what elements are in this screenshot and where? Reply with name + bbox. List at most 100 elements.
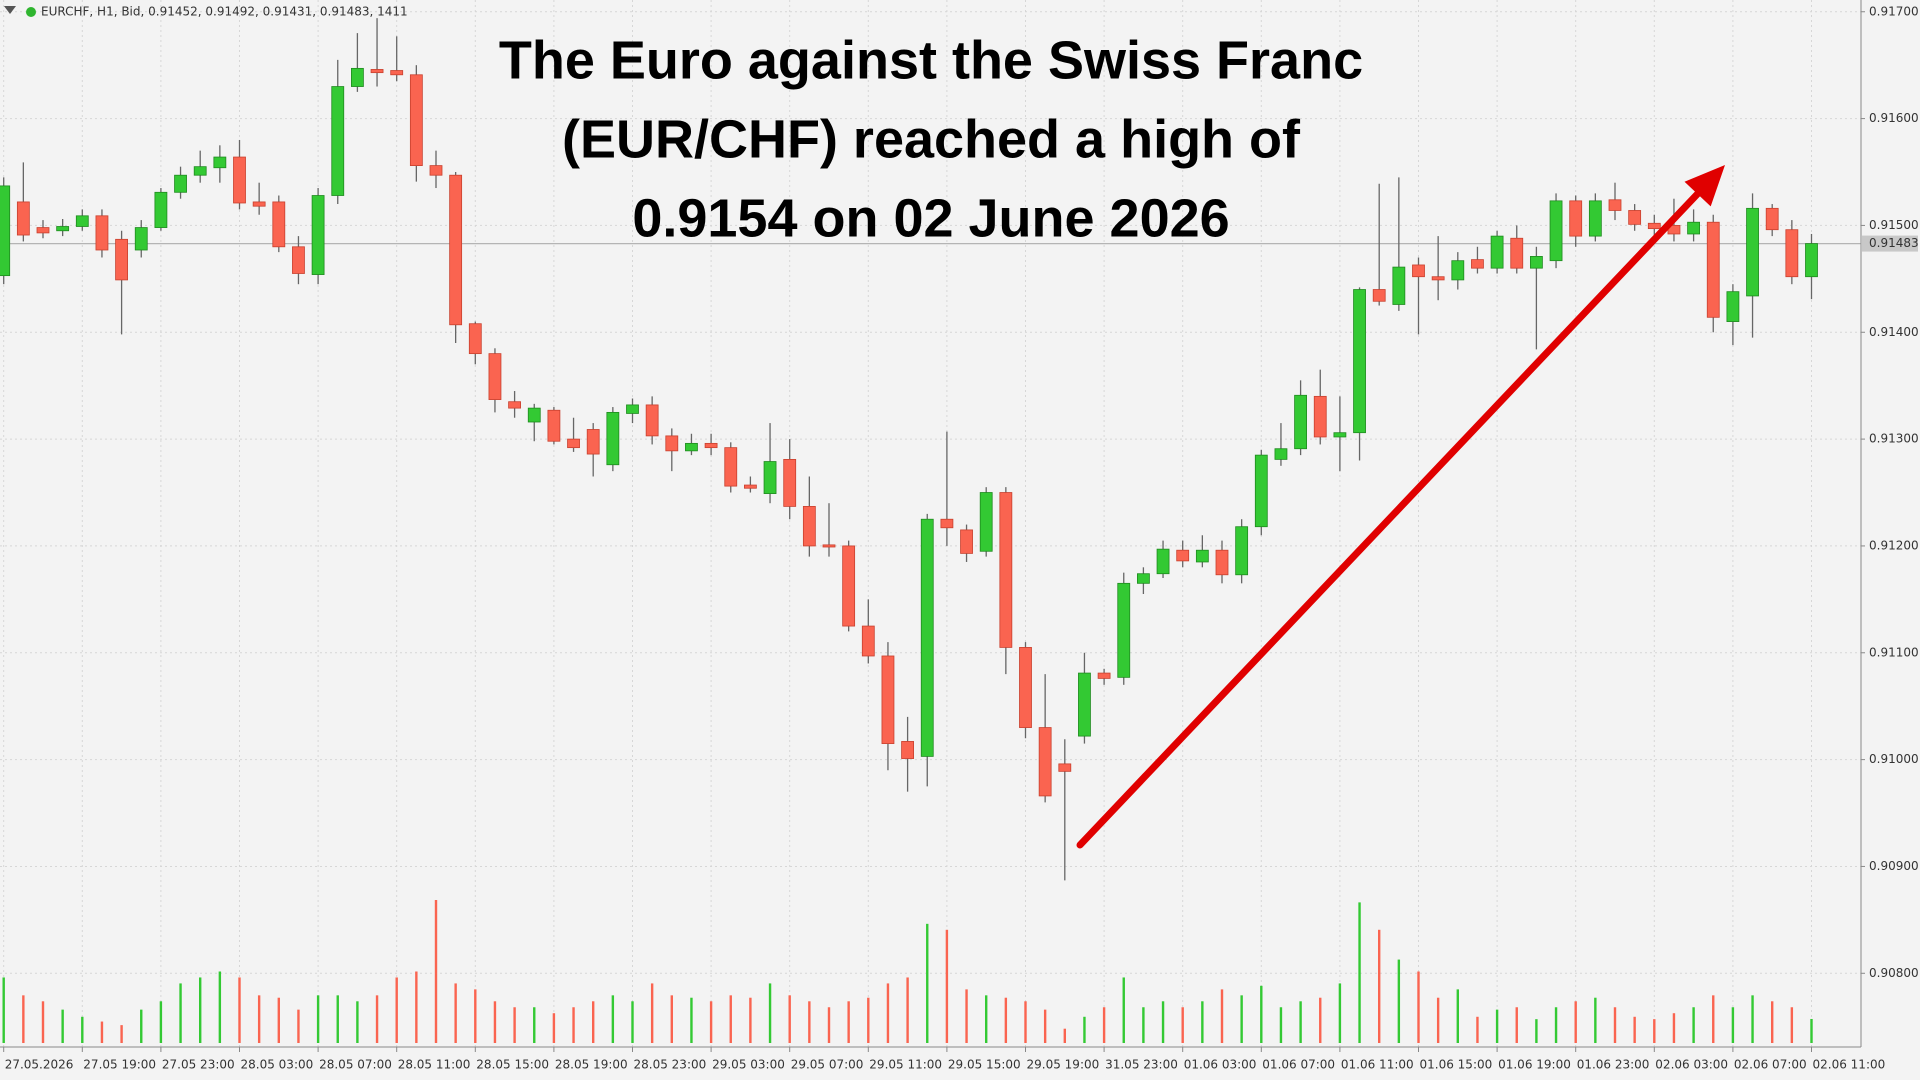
candle-body [1490, 235, 1504, 269]
candle-body [802, 506, 816, 547]
volume-bar [1142, 1007, 1145, 1043]
x-tick-label: 28.05 23:00 [634, 1058, 707, 1072]
volume-bar [1004, 997, 1008, 1043]
volume-bar [513, 1007, 516, 1043]
candle-body [1510, 237, 1524, 269]
x-tick-label: 27.05.2026 [5, 1058, 74, 1072]
candle-layer [0, 18, 1818, 881]
volume-bar [81, 1016, 84, 1043]
trend-arrow-head [1684, 165, 1725, 207]
x-tick-label: 01.06 07:00 [1262, 1058, 1335, 1072]
candle-body [390, 70, 404, 76]
y-tick-label: 0.91600 [1869, 111, 1919, 125]
candle-body [233, 156, 246, 204]
candle-body [940, 518, 954, 529]
candle-body [861, 625, 875, 657]
candle-body [724, 447, 738, 487]
volume-bar [1790, 1007, 1794, 1043]
x-tick-label: 01.06 11:00 [1341, 1058, 1414, 1072]
candle-body [213, 156, 227, 169]
volume-bar [906, 977, 909, 1043]
volume-bar [22, 995, 25, 1043]
candle-body [174, 174, 187, 193]
volume-bar [592, 1001, 595, 1043]
candle-body [1137, 573, 1150, 584]
candle-body [1078, 672, 1091, 737]
volume-bar [690, 997, 693, 1043]
volume-bar [965, 989, 968, 1043]
volume-bar [434, 900, 438, 1043]
volume-bar [297, 1009, 300, 1043]
candle-body [331, 86, 345, 196]
x-tick-label: 31.05 23:00 [1105, 1058, 1178, 1072]
x-tick-label: 27.05 23:00 [162, 1058, 235, 1072]
candle-body [1019, 647, 1032, 728]
candle-body [1608, 199, 1622, 211]
y-tick-label: 0.91000 [1869, 752, 1919, 766]
volume-bar [1751, 995, 1754, 1043]
y-tick-label: 0.91700 [1869, 4, 1919, 18]
candle-body [36, 227, 50, 234]
candle-body [1038, 727, 1052, 797]
volume-bar [1181, 1007, 1184, 1043]
y-tick-label: 0.91300 [1869, 432, 1919, 446]
candle-body [350, 67, 364, 87]
volume-bar [1476, 1016, 1479, 1043]
volume-bar [847, 1001, 850, 1043]
candle-body [999, 492, 1013, 648]
volume-bar [61, 1009, 64, 1043]
volume-bar [1731, 1007, 1735, 1043]
volume-bar [1161, 1001, 1165, 1043]
x-tick-label: 29.05 07:00 [791, 1058, 864, 1072]
volume-bar [474, 989, 477, 1043]
candle-body [1726, 291, 1740, 322]
candle-body [1313, 395, 1327, 438]
volume-bar [768, 983, 772, 1043]
candle-body [1372, 289, 1386, 302]
candle-body [1451, 260, 1465, 281]
candle-body [1687, 221, 1700, 235]
volume-bar [179, 983, 182, 1043]
volume-bar [1613, 1007, 1617, 1043]
candle-body [292, 246, 305, 274]
x-tick-label: 27.05 19:00 [83, 1058, 156, 1072]
candle-body [409, 74, 423, 166]
candle-body [508, 401, 522, 409]
candle-body [115, 238, 128, 281]
volume-bar [1083, 1016, 1086, 1043]
x-tick-label: 28.05 07:00 [319, 1058, 392, 1072]
candle-body [56, 226, 70, 232]
y-tick-label: 0.90800 [1869, 966, 1919, 980]
candle-body [1176, 549, 1190, 562]
candle-body [645, 404, 659, 437]
volume-bar [159, 1001, 163, 1043]
candle-body [842, 545, 856, 627]
candle-body [1805, 243, 1818, 278]
volume-bar [1220, 989, 1224, 1043]
volume-bar [1201, 1001, 1204, 1043]
volume-bar [1771, 1001, 1774, 1043]
candle-body [901, 741, 914, 759]
volume-bar [533, 1007, 536, 1043]
candle-body [567, 438, 580, 449]
candle-body [449, 174, 463, 326]
volume-bar [788, 995, 791, 1043]
volume-bar [257, 995, 261, 1043]
current-price-label: 0.91483 [1869, 236, 1919, 250]
volume-bar [1043, 1009, 1047, 1043]
candle-body [134, 227, 148, 251]
candle-body [16, 201, 30, 236]
candle-body [95, 215, 109, 251]
x-tick-label: 01.06 23:00 [1577, 1058, 1650, 1072]
candle-body [1235, 526, 1249, 576]
x-tick-label: 29.05 03:00 [712, 1058, 785, 1072]
volume-bar [1122, 977, 1125, 1043]
x-tick-label: 28.05 03:00 [241, 1058, 314, 1072]
menu-triangle[interactable] [4, 6, 16, 14]
candle-body [586, 429, 600, 455]
candle-body [783, 458, 797, 507]
volume-bar [1063, 1028, 1066, 1043]
candle-body [1294, 394, 1307, 450]
